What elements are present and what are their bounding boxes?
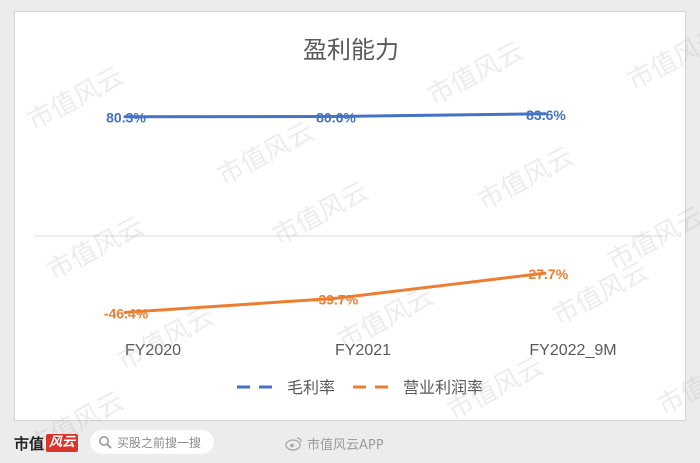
search-icon bbox=[99, 436, 112, 449]
weibo-text: 市值风云APP bbox=[307, 438, 384, 453]
data-point bbox=[123, 310, 127, 314]
data-label: -39.7% bbox=[314, 291, 359, 307]
footer: 市值 风云 买股之前搜一搜 市值风云APP bbox=[0, 424, 700, 463]
data-label: 80.6% bbox=[316, 109, 356, 125]
brand-text: 市值 bbox=[14, 434, 45, 453]
data-label: -27.7% bbox=[524, 266, 569, 282]
legend-item-0: 毛利率 bbox=[237, 378, 335, 397]
category-label: FY2021 bbox=[335, 342, 391, 359]
chart-title: 盈利能力 bbox=[303, 36, 399, 64]
weibo-watermark: 市值风云APP bbox=[285, 434, 384, 453]
data-label: 83.6% bbox=[526, 107, 566, 123]
data-point bbox=[543, 112, 547, 116]
search-placeholder: 买股之前搜一搜 bbox=[117, 435, 202, 450]
data-point bbox=[123, 115, 127, 119]
search-input[interactable]: 买股之前搜一搜 bbox=[90, 430, 214, 454]
category-label: FY2022_9M bbox=[529, 342, 616, 359]
chart-svg: 盈利能力 80.3% 80.6% 83.6% -46.4% -39.7% -27.7% F… bbox=[35, 36, 667, 397]
data-label: -46.4% bbox=[104, 305, 149, 321]
legend-item-1: 营业利润率 bbox=[353, 378, 483, 397]
brand-logo: 市值 风云 bbox=[14, 432, 79, 454]
legend-label: 毛利率 bbox=[287, 378, 335, 397]
brand-seal: 风云 bbox=[46, 434, 79, 452]
weibo-icon bbox=[285, 437, 302, 451]
data-label: 80.3% bbox=[106, 110, 146, 126]
chart-card: 盈利能力 80.3% 80.6% 83.6% -46.4% -39.7% -27.7% F… bbox=[14, 11, 686, 421]
data-point bbox=[333, 296, 337, 300]
data-point bbox=[333, 114, 337, 118]
category-label: FY2020 bbox=[125, 342, 181, 359]
data-point bbox=[543, 271, 547, 275]
legend-label: 营业利润率 bbox=[403, 378, 483, 397]
